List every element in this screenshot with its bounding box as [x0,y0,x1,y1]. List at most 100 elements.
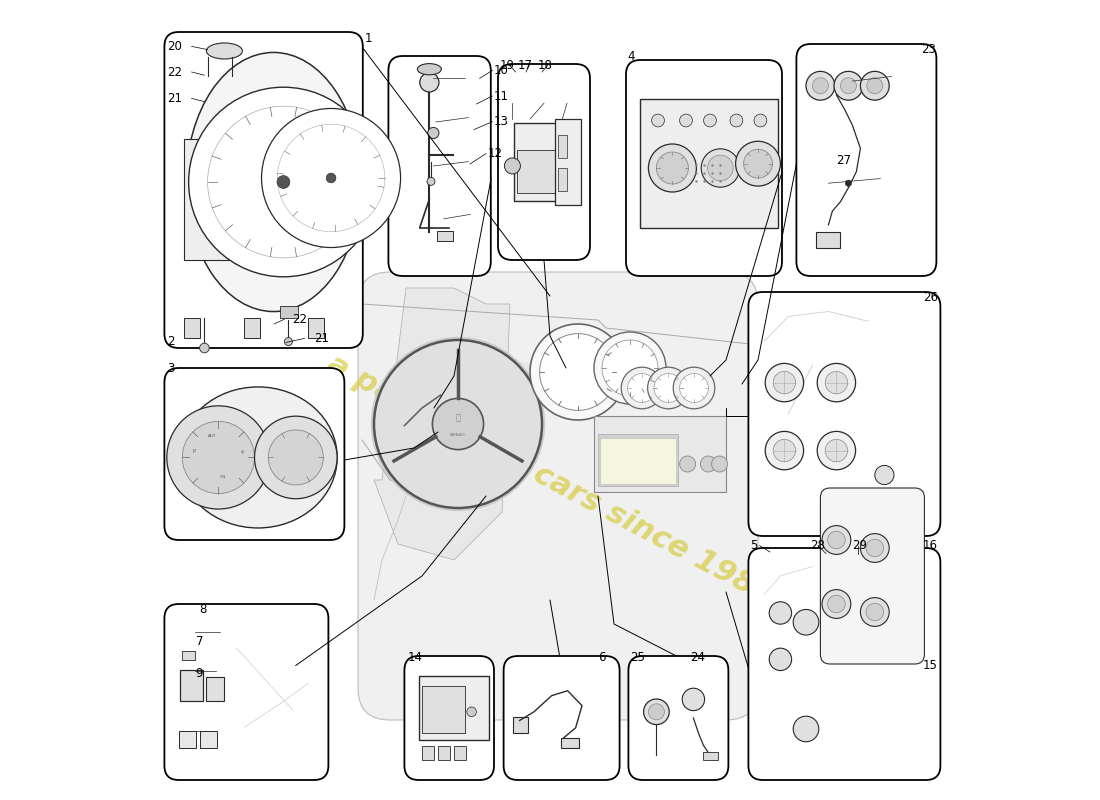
Bar [438,746,450,760]
Circle shape [208,106,360,258]
Text: 15: 15 [923,659,938,672]
Text: 4: 4 [628,50,635,62]
Text: 25: 25 [630,651,645,664]
Circle shape [773,439,795,462]
Text: FERRARI: FERRARI [400,360,636,408]
FancyBboxPatch shape [388,56,491,276]
FancyBboxPatch shape [748,292,940,536]
Circle shape [730,114,743,127]
Bar [422,746,435,760]
Circle shape [766,431,804,470]
Bar [308,318,324,338]
Text: 29: 29 [852,539,868,552]
Circle shape [621,367,663,409]
Bar [517,150,556,194]
Bar [556,119,581,205]
Circle shape [651,114,664,127]
Circle shape [817,431,856,470]
Circle shape [769,648,792,670]
Bar [419,676,488,740]
Circle shape [744,150,772,178]
Circle shape [432,398,484,450]
Text: 28: 28 [810,539,825,552]
Circle shape [827,595,845,613]
Ellipse shape [417,63,441,75]
Text: 21: 21 [314,332,329,345]
Text: 11: 11 [494,90,509,102]
Text: ON: ON [219,475,225,479]
FancyBboxPatch shape [821,488,924,664]
Circle shape [285,338,293,346]
Text: 21: 21 [167,92,183,105]
Bar [558,168,566,191]
Circle shape [825,439,848,462]
Circle shape [268,430,323,485]
Circle shape [845,180,851,186]
Circle shape [188,87,378,277]
Circle shape [199,343,209,353]
Text: 8: 8 [199,603,207,616]
Bar [703,752,718,760]
Bar [598,434,678,486]
Bar [180,670,202,701]
Circle shape [644,699,669,725]
Circle shape [867,78,883,94]
Bar [182,650,195,660]
Circle shape [773,371,795,394]
Circle shape [766,363,804,402]
Circle shape [657,152,689,184]
Ellipse shape [179,387,338,528]
FancyBboxPatch shape [358,272,758,720]
Text: a passion for cars since 1985: a passion for cars since 1985 [322,350,778,610]
Circle shape [701,149,739,187]
Circle shape [277,176,289,188]
Text: 14: 14 [408,651,422,664]
Bar [206,677,223,701]
Text: 12: 12 [487,147,503,160]
Text: 13: 13 [494,115,509,128]
Circle shape [754,114,767,127]
Circle shape [806,71,835,100]
Text: AIRBAG: AIRBAG [450,434,466,437]
Text: 7: 7 [196,635,204,648]
Circle shape [874,466,894,485]
Circle shape [817,363,856,402]
Bar [558,134,566,158]
Circle shape [680,456,695,472]
Circle shape [327,174,336,182]
Circle shape [793,610,818,635]
Bar [514,122,564,201]
Bar [244,318,261,338]
FancyBboxPatch shape [405,656,494,780]
Circle shape [822,526,850,554]
Bar [600,438,675,484]
Circle shape [704,114,716,127]
FancyBboxPatch shape [164,368,344,540]
Text: 16: 16 [923,539,938,552]
Bar [179,730,197,748]
Circle shape [793,716,818,742]
Circle shape [371,337,546,511]
Circle shape [420,73,439,92]
Circle shape [374,340,542,508]
Text: 17: 17 [518,59,534,72]
Circle shape [707,155,734,181]
Text: 2: 2 [167,335,175,348]
FancyBboxPatch shape [626,60,782,276]
Circle shape [840,78,857,94]
Circle shape [602,340,658,396]
Circle shape [822,590,850,618]
Circle shape [712,456,727,472]
Circle shape [866,603,883,621]
Circle shape [628,374,657,402]
Circle shape [860,534,889,562]
FancyBboxPatch shape [748,548,940,780]
Bar [280,306,298,318]
Bar [561,738,579,748]
Circle shape [813,78,828,94]
Circle shape [680,374,708,402]
Circle shape [648,367,690,409]
Bar [594,416,726,492]
Bar [185,139,244,259]
FancyBboxPatch shape [628,656,728,780]
